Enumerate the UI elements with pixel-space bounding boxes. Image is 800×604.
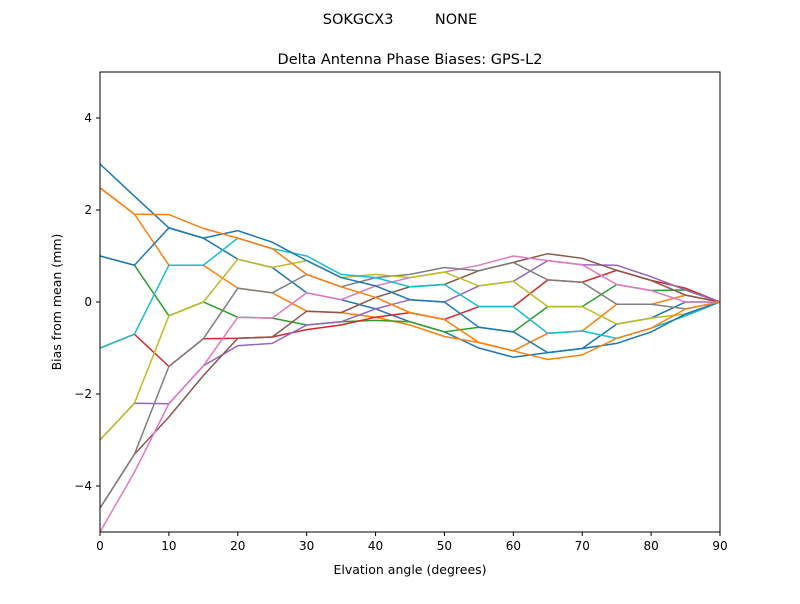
series-line-3 [100, 269, 720, 368]
x-axis-label: Elvation angle (degrees) [333, 562, 486, 577]
x-tick-label: 0 [96, 539, 104, 553]
plot-frame [99, 71, 721, 533]
x-tick-label: 60 [506, 539, 521, 553]
y-axis-label: Bias from mean (mm) [49, 234, 64, 371]
chart-title: Delta Antenna Phase Biases: GPS-L2 [278, 52, 543, 68]
series-line-8 [100, 258, 720, 441]
y-tick-label: 4 [84, 111, 92, 125]
series-line-2 [100, 255, 720, 333]
x-tick-label: 90 [712, 539, 727, 553]
series-line-9 [100, 237, 720, 349]
y-axis: −4 −2 0 2 4 [74, 111, 100, 493]
series-line-10 [100, 227, 720, 354]
y-tick-label: −4 [74, 479, 92, 493]
x-tick-label: 80 [643, 539, 658, 553]
x-tick-label: 30 [299, 539, 314, 553]
series-line-6 [100, 255, 720, 532]
y-tick-label: 2 [84, 203, 92, 217]
y-tick-label: 0 [84, 295, 92, 309]
series-line-0 [100, 163, 720, 358]
chart-suptitle: SOKGCX3 NONE [323, 12, 477, 28]
x-tick-label: 70 [575, 539, 590, 553]
series-line-11 [100, 187, 720, 361]
x-tick-label: 20 [230, 539, 245, 553]
series-line-5 [100, 252, 720, 509]
x-tick-label: 10 [161, 539, 176, 553]
series-line-7 [100, 261, 720, 509]
x-tick-label: 50 [437, 539, 452, 553]
x-axis: 0 10 20 30 40 50 60 70 80 90 [96, 532, 728, 553]
y-tick-label: −2 [74, 387, 92, 401]
series-lines [100, 163, 720, 532]
x-tick-label: 40 [368, 539, 383, 553]
